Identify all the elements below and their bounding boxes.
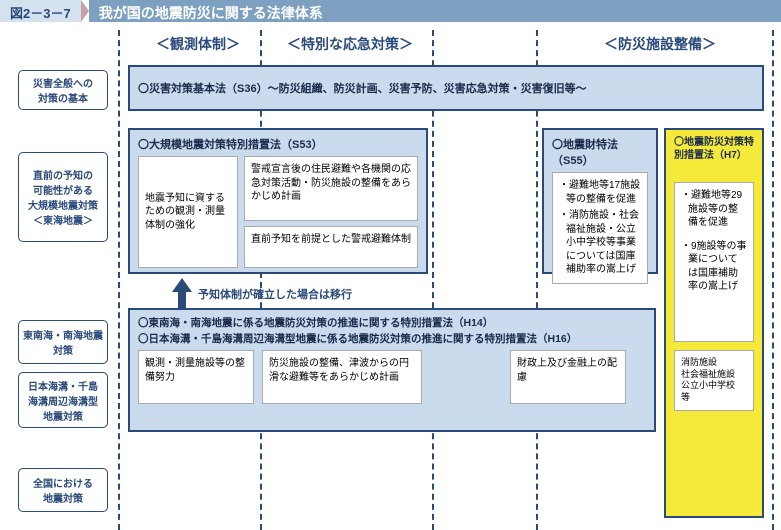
box-h7-title: 〇地震防災対策特別措置法（H7） <box>674 136 754 162</box>
box-s53: 〇大規模地震対策特別措置法（S53） 地震予知に資するための観測・測量体制の強化… <box>128 128 428 274</box>
figure-number: 図2－3－7 <box>0 0 81 22</box>
col-divider <box>118 30 120 530</box>
figure-header: 図2－3－7 我が国の地震防災に関する法律体系 <box>0 0 781 22</box>
row-label-3a: 東南海・南海地震 対策 <box>18 320 108 364</box>
col-header-1: ＜観測体制＞ <box>138 34 258 54</box>
h14-title2: 〇日本海溝・千島海溝周辺海溝型地震に係る地震防災対策の推進に関する特別措置法（H… <box>138 332 646 346</box>
box-s55-title: 〇地震財特法（S55） <box>552 136 648 168</box>
h7-small: 消防施設 社会福祉施設 公立小中学校 等 <box>674 350 754 411</box>
list-item: ・9施設等の事業については国庫補助率の嵩上げ <box>681 240 747 294</box>
s55-list: ・避難地等17施設等の整備を促進 ・消防施設・社会福祉施設・公立小中学校等事業に… <box>559 179 641 277</box>
arrow-label: 予知体制が確立した場合は移行 <box>198 286 352 302</box>
box-h14: 〇東南海・南海地震に係る地震防災対策の推進に関する特別措置法（H14） 〇日本海… <box>128 308 656 432</box>
figure-title: 我が国の地震防災に関する法律体系 <box>89 0 781 22</box>
col-header-3: ＜防災施設整備＞ <box>560 34 760 54</box>
h14-sub2: 防災施設の整備、津波からの円滑な避難等をあらかじめ計画 <box>262 350 422 404</box>
h7-list: ・避難地等29施設等の整備を促進 ・9施設等の事業については国庫補助率の嵩上げ <box>681 189 747 294</box>
list-item: ・消防施設・社会福祉施設・公立小中学校等事業については国庫補助率の嵩上げ <box>559 209 641 277</box>
box-h7: 〇地震防災対策特別措置法（H7） ・避難地等29施設等の整備を促進 ・9施設等の… <box>664 128 764 518</box>
list-item: ・避難地等29施設等の整備を促進 <box>681 189 747 230</box>
s53-left: 地震予知に資するための観測・測量体制の強化 <box>138 156 238 268</box>
s53-right-bottom: 直前予知を前提とした警戒避難体制 <box>244 226 418 268</box>
col-header-2: ＜特別な応急対策＞ <box>270 34 430 54</box>
row-label-2: 直前の予知の 可能性がある 大規模地震対策 ＜東海地震＞ <box>18 152 108 242</box>
h14-title1: 〇東南海・南海地震に係る地震防災対策の推進に関する特別措置法（H14） <box>138 316 646 330</box>
h14-sub1: 観測・測量施設等の整備努力 <box>138 350 254 404</box>
row-label-4: 全国における 地震対策 <box>18 468 108 512</box>
list-item: ・避難地等17施設等の整備を促進 <box>559 179 641 206</box>
box-s53-title: 〇大規模地震対策特別措置法（S53） <box>138 136 418 152</box>
row-label-3b: 日本海溝・千島 海溝周辺海溝型 地震対策 <box>18 372 108 428</box>
h14-sub3: 財政上及び金融上の配慮 <box>510 350 626 404</box>
arrow-up-icon <box>172 278 192 292</box>
box-s36-title: 〇災害対策基本法（S36）～防災組織、防災計画、災害予防、災害応急対策・災害復旧… <box>138 80 587 96</box>
box-s36: 〇災害対策基本法（S36）～防災組織、防災計画、災害予防、災害応急対策・災害復旧… <box>128 65 764 111</box>
box-s55: 〇地震財特法（S55） ・避難地等17施設等の整備を促進 ・消防施設・社会福祉施… <box>542 128 658 274</box>
s53-right-top: 警戒宣言後の住民避難や各機関の応急対策活動・防災施設の整備をあらかじめ計画 <box>244 156 418 221</box>
col-divider <box>772 30 774 530</box>
header-triangle <box>81 0 89 22</box>
row-label-1: 災害全般への 対策の基本 <box>18 70 108 110</box>
arrow-stem <box>178 291 186 309</box>
